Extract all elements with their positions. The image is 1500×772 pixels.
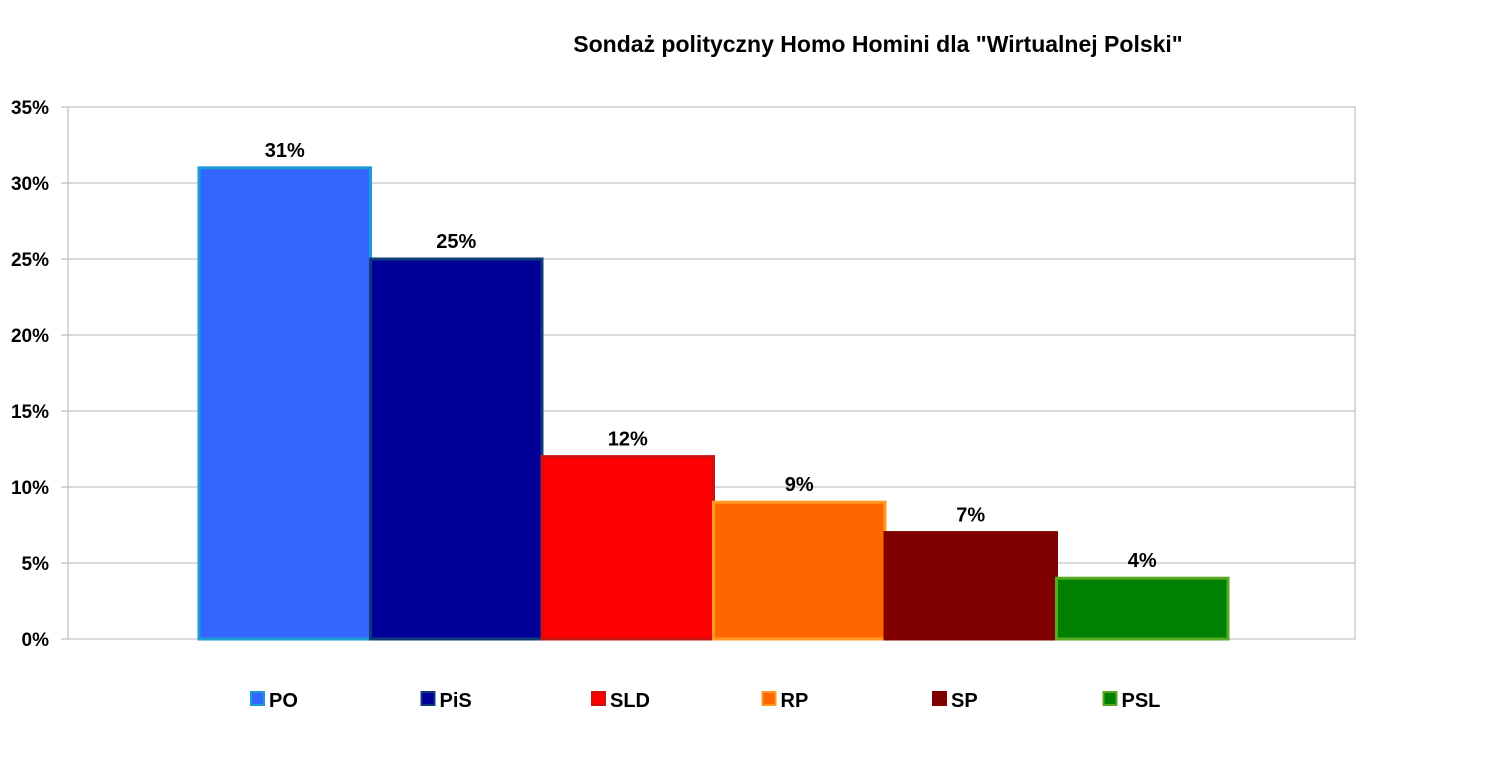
legend-label: PSL (1122, 690, 1161, 712)
legend-item-rp: RP (761, 690, 809, 712)
legend-label: SP (951, 690, 978, 712)
data-label: 4% (1128, 550, 1157, 572)
legend-item-pis: PiS (420, 690, 472, 712)
y-tick-label: 5% (22, 554, 50, 575)
y-axis: 0% 5% 10% 15% 20% 25% 30% 35% (11, 98, 68, 651)
bar-psl (1055, 576, 1230, 641)
chart-title: Sondaż polityczny Homo Homini dla "Wirtu… (573, 31, 1182, 57)
legend-swatch (932, 691, 947, 706)
data-label: 25% (436, 231, 476, 253)
legend-swatch (591, 691, 606, 706)
legend-item-sp: SP (932, 690, 978, 712)
legend-swatch (250, 691, 265, 706)
y-tick-label: 25% (11, 250, 49, 271)
legend-label: SLD (610, 690, 650, 712)
y-tick-label: 35% (11, 98, 49, 119)
y-tick-label: 20% (11, 326, 49, 347)
legend-label: PiS (440, 690, 472, 712)
legend-label: RP (781, 690, 809, 712)
data-label: 12% (608, 429, 648, 451)
data-label: 31% (265, 140, 305, 162)
data-labels: 31% 25% 12% 9% 7% 4% (265, 140, 1157, 572)
data-label: 9% (785, 474, 814, 496)
legend-item-po: PO (250, 690, 298, 712)
legend-swatch (761, 691, 777, 706)
y-tick-label: 15% (11, 402, 49, 423)
legend-label: PO (269, 690, 298, 712)
legend-item-sld: SLD (591, 690, 650, 712)
bar-po (197, 166, 372, 641)
y-tick-label: 10% (11, 478, 49, 499)
bar-rp (712, 500, 887, 641)
y-tick-label: 30% (11, 174, 49, 195)
bar-pis (369, 257, 544, 641)
bars (197, 166, 1230, 641)
y-tick-label: 0% (22, 630, 50, 651)
legend: PO PiS SLD RP SP PSL (250, 690, 1161, 712)
legend-item-psl: PSL (1102, 690, 1161, 712)
data-label: 7% (956, 505, 985, 527)
legend-swatch (1102, 691, 1118, 706)
bar-sld (540, 455, 715, 641)
bar-sp (883, 531, 1058, 641)
legend-swatch (420, 691, 436, 706)
